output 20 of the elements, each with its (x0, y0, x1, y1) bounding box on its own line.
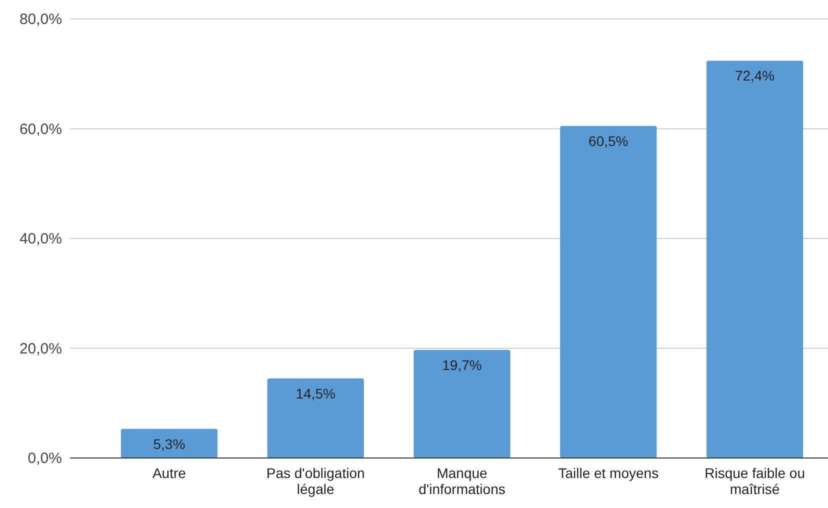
data-label: 60,5% (588, 133, 628, 150)
bar (120, 428, 218, 458)
bar (560, 126, 657, 458)
bar (414, 350, 510, 458)
y-tick-label: 60,0% (19, 120, 62, 138)
data-label: 14,5% (296, 385, 336, 402)
y-tick-label: 40,0% (19, 230, 62, 248)
y-tick-label: 0,0% (28, 450, 62, 467)
x-tick-label: Autre (152, 465, 186, 481)
y-tick-label: 80,0% (19, 11, 62, 28)
y-tick-label: 20,0% (19, 340, 62, 358)
data-label: 72,4% (734, 68, 775, 84)
x-tick-label: Taille et moyens (558, 465, 659, 481)
bar (706, 60, 804, 458)
x-tick-label: Risque faible ou maîtrisé (704, 465, 806, 497)
x-tick-label: Manque d'informations (418, 465, 506, 497)
bar (267, 378, 364, 458)
data-label: 19,7% (442, 356, 482, 373)
data-label: 5,3% (153, 436, 186, 452)
x-tick-label: Pas d'obligation légale (266, 465, 365, 497)
